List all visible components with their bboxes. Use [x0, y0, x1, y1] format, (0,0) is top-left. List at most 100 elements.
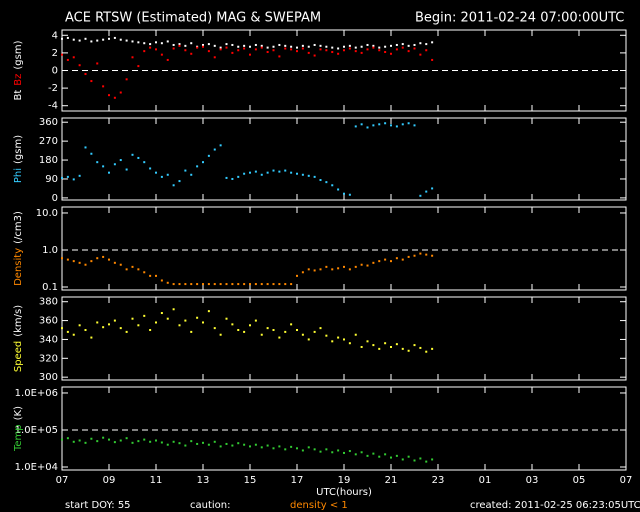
y-tick-label: -4	[48, 101, 58, 112]
data-point	[231, 444, 234, 447]
data-point	[166, 40, 169, 43]
data-point	[196, 46, 199, 49]
data-point	[413, 344, 416, 347]
data-point	[301, 271, 304, 274]
y-axis-label-part: (km/s)	[13, 305, 24, 337]
data-point	[249, 171, 251, 174]
data-point	[213, 327, 216, 330]
data-point	[225, 46, 228, 49]
data-point	[155, 41, 157, 44]
data-point	[237, 175, 240, 178]
data-point	[266, 444, 269, 447]
data-point	[196, 283, 199, 286]
data-point	[266, 327, 269, 330]
data-point	[348, 193, 351, 196]
data-point	[213, 56, 216, 59]
data-point	[102, 436, 105, 439]
data-point	[102, 326, 105, 329]
y-axis-label-part: Phi	[13, 168, 24, 183]
data-point	[343, 49, 345, 52]
data-point	[425, 190, 428, 193]
data-point	[225, 317, 228, 320]
data-point	[113, 163, 116, 166]
data-point	[66, 330, 69, 333]
data-point	[325, 334, 328, 337]
data-point	[108, 438, 110, 441]
data-point	[290, 283, 293, 286]
data-point	[84, 146, 87, 149]
x-tick-label: 19	[338, 475, 351, 486]
data-point	[155, 48, 157, 51]
data-point	[237, 329, 240, 332]
data-point	[384, 45, 387, 48]
data-point	[266, 283, 269, 286]
y-axis-label: Phi (gsm)	[13, 135, 24, 183]
data-point	[78, 439, 81, 442]
data-point	[202, 321, 204, 324]
data-point	[108, 37, 110, 40]
data-point	[290, 445, 293, 448]
data-point	[413, 124, 416, 127]
data-point	[213, 440, 216, 443]
data-point	[243, 443, 246, 446]
data-point	[366, 340, 369, 343]
data-point	[413, 459, 416, 462]
data-point	[407, 255, 410, 258]
y-tick-label: 2	[52, 48, 58, 59]
data-point	[337, 188, 340, 191]
x-tick-label: 01	[479, 475, 492, 486]
x-tick-label: 07	[620, 475, 633, 486]
data-point	[284, 169, 287, 172]
data-point	[61, 327, 63, 330]
data-point	[407, 122, 410, 125]
data-point	[272, 283, 275, 286]
data-point	[319, 268, 322, 271]
data-point	[84, 441, 87, 444]
y-axis-label-part: Bz	[13, 74, 24, 86]
data-point	[190, 42, 193, 45]
data-point	[254, 170, 257, 173]
data-point	[90, 40, 93, 43]
data-point	[431, 58, 434, 61]
y-tick-label: 270	[39, 136, 58, 147]
x-tick-label: 17	[291, 475, 304, 486]
data-point	[284, 448, 287, 451]
data-point	[331, 340, 334, 343]
data-point	[149, 43, 152, 46]
data-point	[213, 148, 216, 151]
data-point	[319, 327, 322, 330]
data-point	[272, 169, 275, 172]
y-tick-label: 180	[39, 155, 58, 166]
data-point	[319, 48, 322, 51]
y-tick-label: 380	[39, 297, 58, 308]
data-point	[296, 46, 298, 49]
data-point	[149, 274, 152, 277]
data-point	[184, 319, 187, 322]
data-point	[366, 48, 369, 51]
data-point	[102, 38, 105, 41]
data-point	[419, 346, 422, 349]
data-point	[196, 316, 199, 319]
caution-note: density < 1	[290, 500, 348, 511]
data-point	[337, 47, 340, 50]
data-point	[119, 91, 122, 94]
data-point	[407, 455, 410, 458]
y-tick-label: 0	[52, 193, 58, 204]
data-point	[331, 451, 334, 454]
data-point	[360, 123, 363, 126]
data-point	[354, 265, 357, 268]
data-point	[378, 347, 381, 350]
data-point	[237, 45, 240, 48]
data-point	[307, 174, 310, 177]
data-point	[260, 46, 263, 49]
data-point	[307, 51, 310, 54]
y-axis-label-part: Density	[13, 248, 24, 286]
x-tick-label: 11	[150, 475, 163, 486]
data-point	[137, 65, 140, 68]
y-tick-label: 340	[39, 334, 58, 345]
data-point	[219, 46, 222, 49]
data-point	[102, 165, 105, 168]
data-point	[360, 263, 363, 266]
data-point	[337, 52, 340, 55]
data-point	[213, 283, 216, 286]
